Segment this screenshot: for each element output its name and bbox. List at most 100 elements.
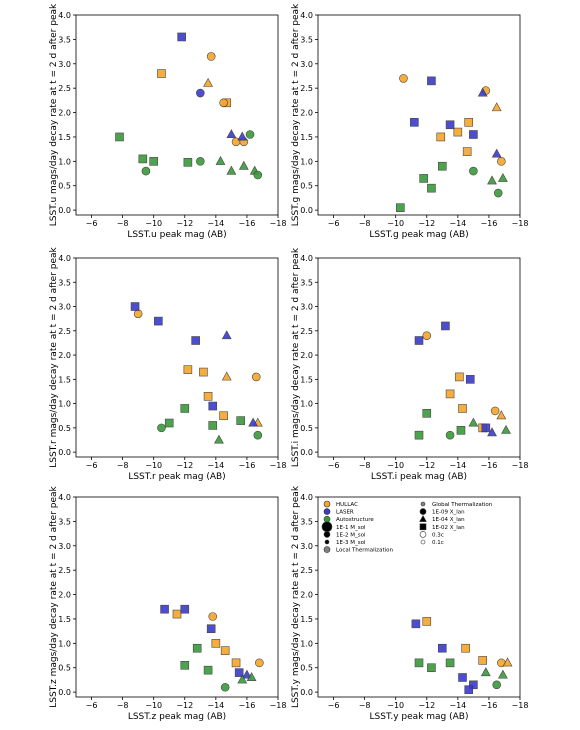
marker-square <box>445 658 455 668</box>
axes-frame <box>75 257 279 458</box>
marker-triangle <box>491 102 502 112</box>
axes-frame <box>317 496 521 698</box>
y-tick-label: 2.5 <box>300 327 313 336</box>
y-tick-label: 4.0 <box>58 493 71 502</box>
marker-square <box>180 404 190 413</box>
x-tick-label: −8 <box>117 461 129 470</box>
x-tick-label: −16 <box>480 461 497 470</box>
marker-square <box>419 174 428 183</box>
y-tick-label: 3.0 <box>300 60 313 69</box>
x-tick-label: −8 <box>359 701 371 710</box>
marker-triangle <box>237 674 248 684</box>
x-axis-label: LSST.r peak mag (AB) <box>128 472 225 482</box>
marker-square <box>462 147 472 156</box>
x-tick-label: −10 <box>387 461 404 470</box>
axes-frame <box>75 14 279 216</box>
y-tick-label: 0.0 <box>58 448 71 457</box>
y-tick-label: 3.0 <box>58 542 71 551</box>
x-tick-label: −12 <box>418 461 435 470</box>
y-tick-label: 0.5 <box>300 424 313 433</box>
y-axis-label: LSST.z mags/day decay rate at t = 2 d af… <box>49 485 59 707</box>
x-tick-label: −16 <box>480 219 497 228</box>
x-tick-label: −10 <box>387 219 404 228</box>
marker-circle <box>208 612 218 621</box>
x-axis-label: LSST.y peak mag (AB) <box>370 712 469 722</box>
marker-square <box>438 643 447 653</box>
y-tick-label: 3.0 <box>58 60 71 69</box>
y-tick-label: 3.0 <box>300 303 313 312</box>
legend-label: Global Thermalization <box>432 502 493 508</box>
y-axis-label: LSST.u mags/day decay rate at t = 2 d af… <box>49 3 59 226</box>
marker-square <box>414 430 424 440</box>
marker-square <box>138 154 148 164</box>
legend-label: 0.3c <box>432 532 444 538</box>
x-tick-label: −6 <box>328 701 340 710</box>
marker-triangle <box>487 175 497 185</box>
y-tick-label: 1.5 <box>58 133 71 142</box>
marker-square <box>160 604 169 614</box>
marker-triangle <box>203 77 213 87</box>
x-tick-label: −18 <box>512 701 529 710</box>
axes-frame <box>75 496 279 698</box>
marker-square <box>208 421 218 430</box>
marker-square <box>220 646 230 655</box>
marker-triangle <box>226 165 237 175</box>
x-tick-label: −10 <box>145 461 162 470</box>
x-tick-label: −6 <box>86 701 98 710</box>
marker-circle <box>323 531 331 538</box>
y-tick-label: 1.0 <box>300 400 313 409</box>
marker-circle <box>196 88 205 98</box>
marker-square <box>465 375 475 384</box>
marker-square <box>453 127 463 137</box>
marker-triangle <box>214 434 224 444</box>
marker-circle <box>419 531 427 538</box>
x-tick-label: −10 <box>145 219 162 228</box>
marker-circle <box>253 170 263 180</box>
marker-square <box>427 663 436 673</box>
marker-triangle <box>477 87 488 97</box>
y-tick-label: 2.0 <box>300 591 313 600</box>
marker-circle <box>469 166 478 176</box>
marker-circle <box>420 501 426 507</box>
marker-triangle <box>498 669 508 679</box>
marker-circle <box>323 500 331 508</box>
y-tick-label: 2.0 <box>58 591 71 600</box>
y-tick-label: 3.5 <box>58 278 71 287</box>
marker-circle <box>422 331 432 340</box>
y-tick-label: 1.0 <box>58 639 71 648</box>
y-tick-label: 2.0 <box>300 351 313 360</box>
y-axis-label: LSST.g mags/day decay rate at t = 2 d af… <box>291 3 301 226</box>
x-tick-label: −14 <box>207 701 224 710</box>
marker-circle <box>497 157 506 166</box>
legend-label: Local Thermalization <box>336 548 393 554</box>
marker-square <box>236 416 246 425</box>
x-tick-label: −14 <box>449 701 466 710</box>
marker-square <box>203 665 213 675</box>
y-tick-label: 2.0 <box>300 109 313 118</box>
x-tick-label: −18 <box>512 461 529 470</box>
marker-square <box>192 643 202 653</box>
y-tick-label: 1.5 <box>300 133 313 142</box>
y-tick-label: 0.0 <box>300 206 313 215</box>
marker-circle <box>255 658 264 668</box>
y-tick-label: 2.5 <box>58 84 71 93</box>
y-axis-label: LSST.i mags/day decay rate at t = 2 d af… <box>291 247 301 467</box>
y-tick-label: 0.5 <box>58 182 71 191</box>
marker-circle <box>399 74 408 83</box>
x-tick-label: −18 <box>270 701 287 710</box>
y-tick-label: 0.0 <box>300 688 313 697</box>
marker-square <box>469 680 478 690</box>
marker-circle <box>220 682 230 692</box>
x-tick-label: −6 <box>328 219 340 228</box>
x-tick-label: −8 <box>359 461 371 470</box>
marker-triangle <box>238 160 249 170</box>
marker-square <box>411 619 421 629</box>
x-tick-label: −6 <box>86 219 98 228</box>
marker-square <box>115 132 124 142</box>
marker-triangle <box>246 672 257 681</box>
x-tick-label: −16 <box>238 219 255 228</box>
marker-triangle <box>237 131 248 141</box>
marker-square <box>164 418 174 428</box>
y-tick-label: 0.5 <box>300 182 313 191</box>
marker-circle <box>206 52 216 61</box>
